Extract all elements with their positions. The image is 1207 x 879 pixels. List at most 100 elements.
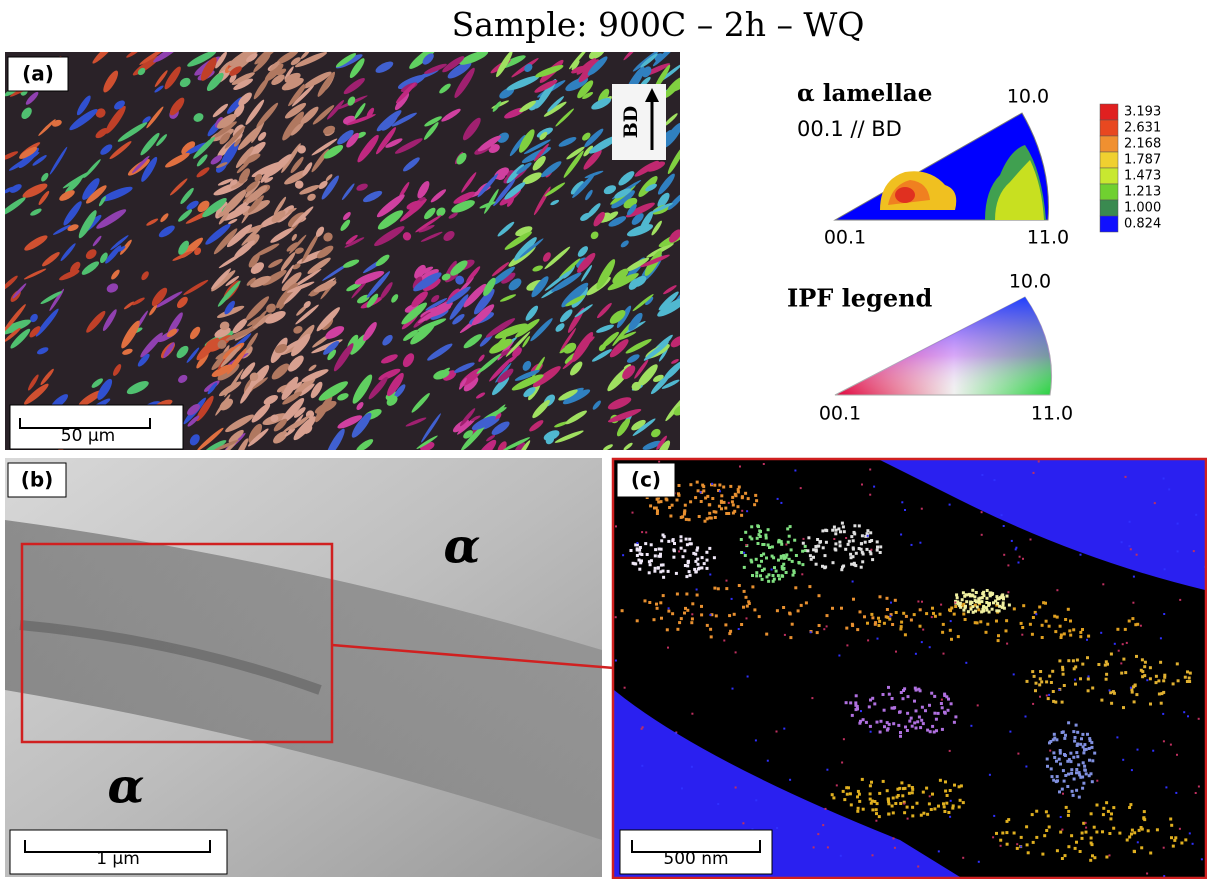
- speckle: [745, 596, 748, 599]
- speckle: [697, 563, 700, 566]
- speckle: [926, 729, 929, 732]
- speckle: [1052, 751, 1055, 754]
- speckle: [632, 512, 634, 514]
- speckle: [650, 543, 653, 546]
- speckle: [1101, 830, 1104, 833]
- speckle: [893, 837, 895, 839]
- speckle: [1045, 680, 1048, 683]
- speckle: [648, 571, 651, 574]
- speckle: [794, 470, 796, 472]
- speckle: [878, 815, 881, 818]
- speckle: [701, 484, 704, 487]
- speckle: [989, 592, 992, 595]
- speckle: [868, 705, 871, 708]
- speckle: [1136, 554, 1138, 556]
- speckle: [1149, 703, 1152, 706]
- speckle: [898, 787, 901, 790]
- speckle: [1001, 832, 1004, 835]
- speckle: [1021, 626, 1024, 629]
- speckle: [1051, 775, 1054, 778]
- speckle: [686, 564, 689, 567]
- speckle: [1069, 752, 1072, 755]
- speckle: [986, 623, 989, 626]
- speckle: [708, 503, 711, 506]
- speckle: [887, 798, 890, 801]
- speckle: [1045, 620, 1048, 623]
- speckle: [1068, 629, 1071, 632]
- speckle: [740, 623, 743, 626]
- speckle: [867, 639, 869, 641]
- speckle: [870, 549, 872, 551]
- speckle: [1052, 690, 1055, 693]
- speckle: [900, 781, 903, 784]
- speckle: [827, 846, 829, 848]
- speckle: [706, 567, 709, 570]
- speckle: [785, 571, 788, 574]
- speckle: [1003, 525, 1005, 527]
- speckle: [1096, 804, 1099, 807]
- speckle: [1116, 736, 1118, 738]
- speckle: [918, 716, 921, 719]
- speckle: [1070, 772, 1073, 775]
- speckle: [659, 601, 662, 604]
- speckle: [1120, 672, 1123, 675]
- speckle: [1160, 702, 1163, 705]
- speckle: [1072, 628, 1075, 631]
- speckle: [1069, 634, 1072, 637]
- speckle: [746, 605, 749, 608]
- speckle: [843, 798, 846, 801]
- speckle: [922, 629, 924, 631]
- speckle: [683, 513, 686, 516]
- speckle: [787, 541, 790, 544]
- speckle: [863, 615, 866, 618]
- speckle: [755, 571, 758, 574]
- speckle: [940, 702, 943, 705]
- speckle: [782, 563, 785, 566]
- speckle: [852, 581, 854, 583]
- speckle: [743, 590, 746, 593]
- speckle: [689, 500, 692, 503]
- speckle: [777, 559, 780, 562]
- speckle: [720, 500, 723, 503]
- speckle: [1147, 829, 1150, 832]
- speckle: [834, 532, 837, 535]
- speckle: [849, 553, 852, 556]
- speckle: [767, 760, 769, 762]
- speckle: [1072, 756, 1075, 759]
- speckle: [709, 614, 711, 616]
- speckle: [696, 558, 699, 561]
- speckle: [1169, 818, 1172, 821]
- speckle: [1009, 731, 1011, 733]
- speckle: [720, 494, 723, 497]
- speckle: [860, 542, 863, 545]
- speckle: [698, 515, 701, 518]
- speckle: [731, 496, 734, 499]
- speckle: [1134, 623, 1137, 626]
- speckle: [1085, 827, 1087, 829]
- speckle: [1131, 617, 1134, 620]
- speckle: [1141, 658, 1144, 661]
- speckle: [622, 554, 624, 556]
- speckle: [1131, 691, 1134, 694]
- speckle: [1133, 831, 1136, 834]
- speckle: [732, 504, 735, 507]
- speckle: [811, 697, 813, 699]
- speckle: [818, 624, 821, 627]
- speckle: [1061, 731, 1064, 734]
- corner-label: 11.0: [1031, 403, 1073, 425]
- speckle: [805, 601, 808, 604]
- speckle: [1189, 672, 1192, 675]
- speckle: [1120, 662, 1122, 664]
- speckle: [778, 539, 781, 542]
- speckle: [1187, 715, 1189, 717]
- speckle: [1128, 806, 1131, 809]
- speckle: [1061, 788, 1064, 791]
- speckle: [935, 729, 938, 732]
- speckle: [1017, 753, 1019, 755]
- speckle: [1172, 682, 1175, 685]
- speckle: [906, 712, 909, 715]
- speckle: [872, 854, 874, 856]
- speckle: [706, 495, 709, 498]
- figure-title: Sample: 900C – 2h – WQ: [452, 5, 865, 44]
- speckle: [790, 548, 793, 551]
